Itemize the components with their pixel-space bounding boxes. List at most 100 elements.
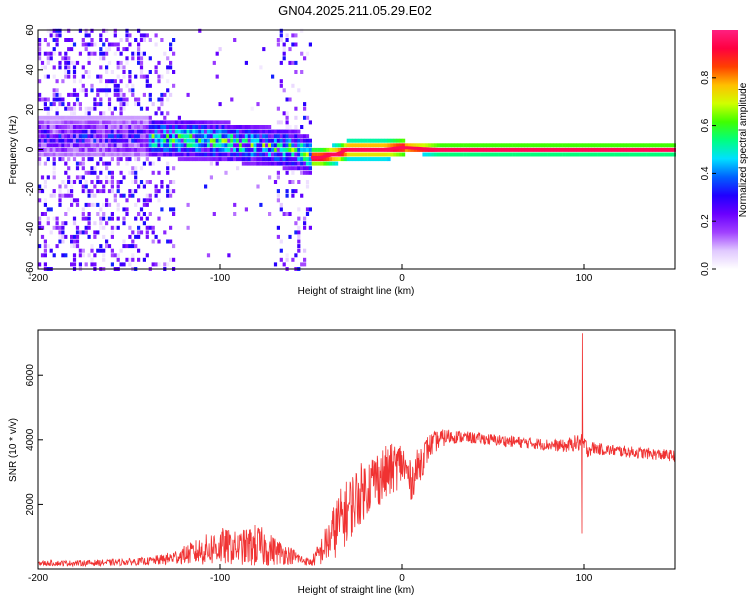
heatmap-cell [288, 166, 292, 171]
heatmap-cell [145, 157, 149, 162]
heatmap-cell [495, 143, 499, 148]
snr-xlabel: Height of straight line (km) [298, 585, 415, 596]
heatmap-cell [166, 262, 170, 267]
heatmap-cell [119, 106, 123, 111]
heatmap-cell [282, 152, 286, 157]
heatmap-cell [46, 28, 50, 33]
heatmap-cell [244, 161, 248, 166]
heatmap-cell [215, 134, 219, 139]
heatmap-cell [166, 184, 170, 189]
heatmap-cell [419, 143, 423, 148]
heatmap-cell [247, 157, 251, 162]
heatmap-cell [358, 138, 362, 143]
heatmap-cell [38, 125, 42, 129]
heatmap-cell [160, 184, 164, 189]
heatmap-cell [72, 221, 77, 226]
heatmap-cell [110, 216, 114, 221]
heatmap-cell [84, 47, 88, 52]
heatmap-cell [215, 74, 219, 79]
snr-series [37, 333, 676, 568]
heatmap-cell [43, 120, 47, 125]
heatmap-cell [305, 51, 310, 56]
y-tick-label: 0 [25, 146, 36, 152]
heatmap-cell [250, 125, 254, 129]
heatmap-cell [107, 152, 112, 157]
heatmap-cell [102, 257, 106, 262]
heatmap-cell [180, 138, 184, 143]
heatmap-cell [99, 157, 103, 162]
heatmap-cell [658, 143, 662, 148]
heatmap-cell [119, 147, 123, 152]
heatmap-cell [573, 143, 577, 148]
heatmap-cell [667, 152, 671, 157]
heatmap-cell [142, 152, 146, 157]
heatmap-cell [337, 143, 342, 148]
heatmap-cell [38, 157, 42, 162]
heatmap-cell [227, 157, 231, 162]
heatmap-cell [67, 106, 71, 111]
heatmap-cell [131, 257, 135, 262]
heatmap-cell [84, 170, 88, 175]
heatmap-cell [52, 166, 56, 171]
heatmap-cell [87, 202, 91, 207]
heatmap-cell [46, 115, 50, 120]
heatmap-cell [110, 79, 114, 84]
heatmap-cell [340, 143, 344, 148]
heatmap-cell [463, 143, 467, 148]
heatmap-cell [623, 143, 627, 148]
heatmap-cell [116, 47, 120, 52]
heatmap-cell [43, 248, 47, 253]
heatmap-cell [61, 56, 65, 61]
heatmap-cell [78, 147, 82, 152]
heatmap-cell [250, 161, 254, 166]
heatmap-cell [212, 60, 216, 65]
heatmap-cell [70, 198, 74, 203]
heatmap-cell [49, 51, 53, 56]
heatmap-cell [67, 92, 71, 97]
heatmap-cell [195, 120, 199, 125]
heatmap-cell [67, 70, 71, 74]
heatmap-cell [352, 138, 356, 143]
heatmap-cell [43, 138, 47, 143]
heatmap-cell [154, 262, 158, 267]
heatmap-cell [559, 143, 563, 148]
heatmap-cell [105, 202, 109, 207]
heatmap-cell [38, 189, 42, 194]
heatmap-cell [107, 134, 112, 139]
heatmap-cell [550, 152, 554, 157]
heatmap-cell [279, 157, 283, 162]
heatmap-cell [96, 147, 100, 152]
heatmap-cell [358, 143, 362, 148]
heatmap-cell [96, 152, 100, 157]
heatmap-cell [38, 138, 42, 143]
heatmap-cell [78, 253, 82, 258]
heatmap-cell [55, 97, 59, 102]
heatmap-cell [370, 152, 374, 157]
heatmap-cell [393, 143, 397, 148]
heatmap-cell [224, 170, 228, 175]
heatmap-cell [55, 152, 59, 157]
heatmap-cell [279, 248, 283, 253]
heatmap-cell [384, 138, 388, 143]
heatmap-cell [230, 152, 234, 157]
heatmap-cell [367, 143, 371, 148]
heatmap-cell [311, 152, 315, 157]
heatmap-cell [300, 70, 304, 74]
heatmap-cell [300, 138, 304, 143]
heatmap-cell [276, 38, 280, 42]
heatmap-cell [122, 143, 126, 148]
heatmap-cell [105, 221, 109, 226]
heatmap-cell [58, 60, 62, 65]
heatmap-cell [81, 175, 85, 180]
heatmap-cell [212, 143, 216, 148]
heatmap-cell [61, 134, 65, 139]
heatmap-cell [361, 138, 365, 143]
heatmap-cell [271, 161, 275, 166]
heatmap-cell [218, 102, 222, 107]
heatmap-cell [166, 161, 170, 166]
heatmap-cell [209, 161, 213, 166]
heatmap-cell [78, 28, 82, 33]
heatmap-cell [154, 33, 158, 38]
heatmap-cell [265, 125, 269, 129]
heatmap-cell [64, 125, 68, 129]
